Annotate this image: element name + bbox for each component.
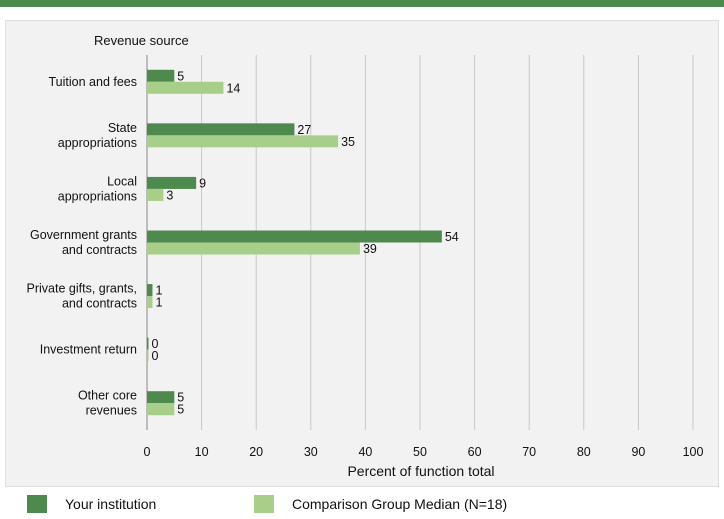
data-label: 27 [297, 123, 311, 137]
category-label: Other core [78, 389, 137, 403]
category-label: and contracts [62, 243, 137, 257]
bar-your-institution [147, 284, 153, 297]
x-tick-label: 50 [413, 445, 427, 459]
y-axis-title: Revenue source [94, 33, 189, 48]
legend-swatch [27, 495, 47, 513]
x-tick-label: 80 [577, 445, 591, 459]
legend: Your institution Comparison Group Median… [0, 492, 724, 519]
data-label: 14 [226, 81, 240, 95]
x-tick-label: 30 [304, 445, 318, 459]
legend-label: Comparison Group Median (N=18) [292, 496, 508, 512]
bar-your-institution [147, 176, 197, 189]
bar-comparison-group [147, 242, 360, 255]
legend-item-comparison-group: Comparison Group Median (N=18) [254, 494, 507, 514]
bar-your-institution [147, 337, 149, 350]
data-label: 1 [155, 284, 162, 298]
x-tick-label: 10 [195, 445, 209, 459]
data-label: 54 [445, 230, 459, 244]
legend-swatch [254, 495, 274, 513]
category-label: Local [107, 174, 137, 188]
category-label: State [108, 121, 137, 135]
data-label: 9 [199, 176, 206, 190]
data-label: 39 [363, 242, 377, 256]
category-label: and contracts [62, 297, 137, 311]
data-label: 0 [152, 349, 159, 363]
bar-your-institution [147, 123, 295, 136]
data-label: 3 [166, 188, 173, 202]
x-tick-label: 40 [358, 445, 372, 459]
bar-your-institution [147, 391, 175, 404]
bar-comparison-group [147, 403, 175, 416]
legend-label: Your institution [65, 496, 157, 512]
top-rule [0, 0, 724, 7]
category-label: Tuition and fees [49, 75, 137, 89]
x-tick-label: 70 [522, 445, 536, 459]
legend-item-your-institution: Your institution [27, 494, 156, 514]
data-label: 5 [177, 403, 184, 417]
category-label: revenues [86, 404, 137, 418]
category-label: Government grants [30, 228, 137, 242]
x-tick-label: 90 [631, 445, 645, 459]
chart-panel [5, 20, 719, 487]
bar-comparison-group [147, 349, 149, 362]
bar-comparison-group [147, 135, 339, 148]
bar-your-institution [147, 230, 442, 243]
data-label: 5 [177, 391, 184, 405]
x-tick-label: 0 [144, 445, 151, 459]
x-tick-label: 100 [683, 445, 704, 459]
data-label: 5 [177, 69, 184, 83]
x-axis-title: Percent of function total [347, 463, 494, 479]
bar-comparison-group [147, 296, 153, 309]
x-tick-label: 20 [249, 445, 263, 459]
data-label: 0 [152, 337, 159, 351]
x-tick-label: 60 [468, 445, 482, 459]
bar-comparison-group [147, 188, 164, 201]
data-label: 35 [341, 135, 355, 149]
bar-your-institution [147, 69, 175, 82]
category-label: appropriations [58, 189, 137, 203]
category-label: Private gifts, grants, [27, 282, 137, 296]
category-label: appropriations [58, 136, 137, 150]
bars [147, 69, 442, 416]
data-label: 1 [155, 296, 162, 310]
bar-comparison-group [147, 81, 224, 94]
category-label: Investment return [40, 343, 137, 357]
